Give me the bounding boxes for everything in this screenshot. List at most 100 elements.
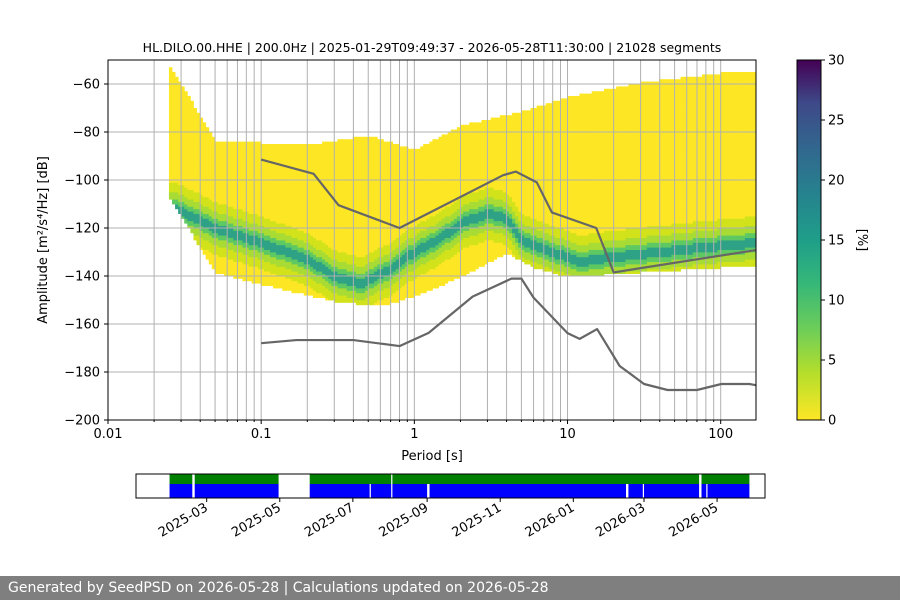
heatmap-cell xyxy=(328,168,332,171)
heatmap-cell xyxy=(273,278,277,282)
heatmap-cell xyxy=(270,151,274,154)
heatmap-cell xyxy=(337,290,341,294)
heatmap-cell xyxy=(407,259,412,262)
heatmap-cell xyxy=(196,232,200,236)
heatmap-cell xyxy=(334,285,338,289)
heatmap-cell xyxy=(297,273,302,277)
heatmap-cell xyxy=(389,280,393,284)
heatmap-cell xyxy=(279,156,283,159)
heatmap-cell xyxy=(340,271,344,274)
heatmap-cell xyxy=(251,264,256,267)
heatmap-cell xyxy=(288,216,292,219)
heatmap-cell xyxy=(168,141,173,145)
heatmap-cell xyxy=(276,242,280,246)
heatmap-cell xyxy=(340,256,344,260)
heatmap-cell xyxy=(312,196,317,200)
heatmap-cell xyxy=(371,206,375,210)
heatmap-cell xyxy=(365,264,369,267)
heatmap-cell xyxy=(273,235,277,238)
heatmap-cell xyxy=(270,249,274,253)
heatmap-cell xyxy=(374,220,378,224)
heatmap-cell xyxy=(410,184,415,188)
heatmap-cell xyxy=(217,271,222,274)
heatmap-cell xyxy=(325,163,329,166)
heatmap-cell xyxy=(389,158,393,162)
heatmap-cell xyxy=(178,91,182,94)
heatmap-cell xyxy=(395,290,400,294)
heatmap-cell xyxy=(392,211,397,214)
heatmap-cell xyxy=(380,204,384,207)
heatmap-cell xyxy=(306,218,311,222)
heatmap-cell xyxy=(404,206,409,210)
heatmap-cell xyxy=(227,141,231,145)
heatmap-cell xyxy=(181,105,185,109)
heatmap-cell xyxy=(306,182,311,186)
heatmap-cell xyxy=(239,160,243,164)
heatmap-cell xyxy=(181,158,185,162)
heatmap-cell xyxy=(168,170,173,174)
heatmap-cell xyxy=(358,208,363,212)
heatmap-cell xyxy=(282,223,286,226)
heatmap-cell xyxy=(319,247,323,250)
heatmap-cell xyxy=(297,194,302,198)
heatmap-cell xyxy=(178,184,182,188)
heatmap-cell xyxy=(230,160,234,164)
heatmap-cell xyxy=(349,146,354,150)
heatmap-cell xyxy=(319,213,323,217)
heatmap-cell xyxy=(374,242,378,246)
heatmap-cell xyxy=(230,177,234,181)
heatmap-cell xyxy=(263,160,268,164)
heatmap-cell xyxy=(202,220,207,224)
heatmap-cell xyxy=(349,237,354,241)
heatmap-cell xyxy=(383,187,387,190)
heatmap-cell xyxy=(181,184,185,188)
heatmap-cell xyxy=(245,225,249,229)
heatmap-cell xyxy=(205,132,210,135)
heatmap-cell xyxy=(309,232,314,236)
heatmap-cell xyxy=(257,165,262,169)
heatmap-cell xyxy=(414,223,418,226)
heatmap-cell xyxy=(270,240,274,243)
heatmap-cell xyxy=(288,218,292,222)
heatmap-cell xyxy=(178,201,182,205)
heatmap-cell xyxy=(224,271,228,274)
heatmap-cell xyxy=(214,216,219,219)
heatmap-cell xyxy=(251,249,256,253)
heatmap-cell xyxy=(380,153,384,157)
heatmap-cell xyxy=(312,208,317,212)
heatmap-cell xyxy=(266,213,271,217)
heatmap-cell xyxy=(236,141,240,145)
heatmap-cell xyxy=(386,235,390,238)
heatmap-cell xyxy=(355,139,360,142)
heatmap-cell xyxy=(389,199,393,202)
heatmap-cell xyxy=(337,228,341,231)
heatmap-cell xyxy=(270,223,274,226)
heatmap-cell xyxy=(325,204,329,207)
heatmap-cell xyxy=(211,141,216,145)
heatmap-cell xyxy=(340,194,344,198)
heatmap-cell xyxy=(230,213,234,217)
heatmap-cell xyxy=(214,187,219,190)
heatmap-cell xyxy=(233,266,237,270)
heatmap-cell xyxy=(306,204,311,207)
heatmap-cell xyxy=(199,228,204,231)
heatmap-cell xyxy=(303,192,308,195)
heatmap-cell xyxy=(184,206,188,210)
heatmap-cell xyxy=(334,228,338,231)
heatmap-cell xyxy=(279,225,283,229)
heatmap-cell xyxy=(184,117,188,121)
heatmap-cell xyxy=(343,249,348,253)
heatmap-cell xyxy=(417,290,421,294)
heatmap-cell xyxy=(236,218,240,222)
heatmap-cell xyxy=(414,237,418,241)
heatmap-cell xyxy=(251,189,256,193)
heatmap-cell xyxy=(346,256,351,260)
heatmap-cell xyxy=(407,249,412,253)
heatmap-cell xyxy=(368,218,372,222)
heatmap-cell xyxy=(401,273,406,277)
heatmap-cell xyxy=(380,177,384,181)
heatmap-cell xyxy=(276,175,280,178)
heatmap-cell xyxy=(386,180,390,183)
heatmap-cell xyxy=(282,247,286,250)
heatmap-cell xyxy=(224,261,228,265)
